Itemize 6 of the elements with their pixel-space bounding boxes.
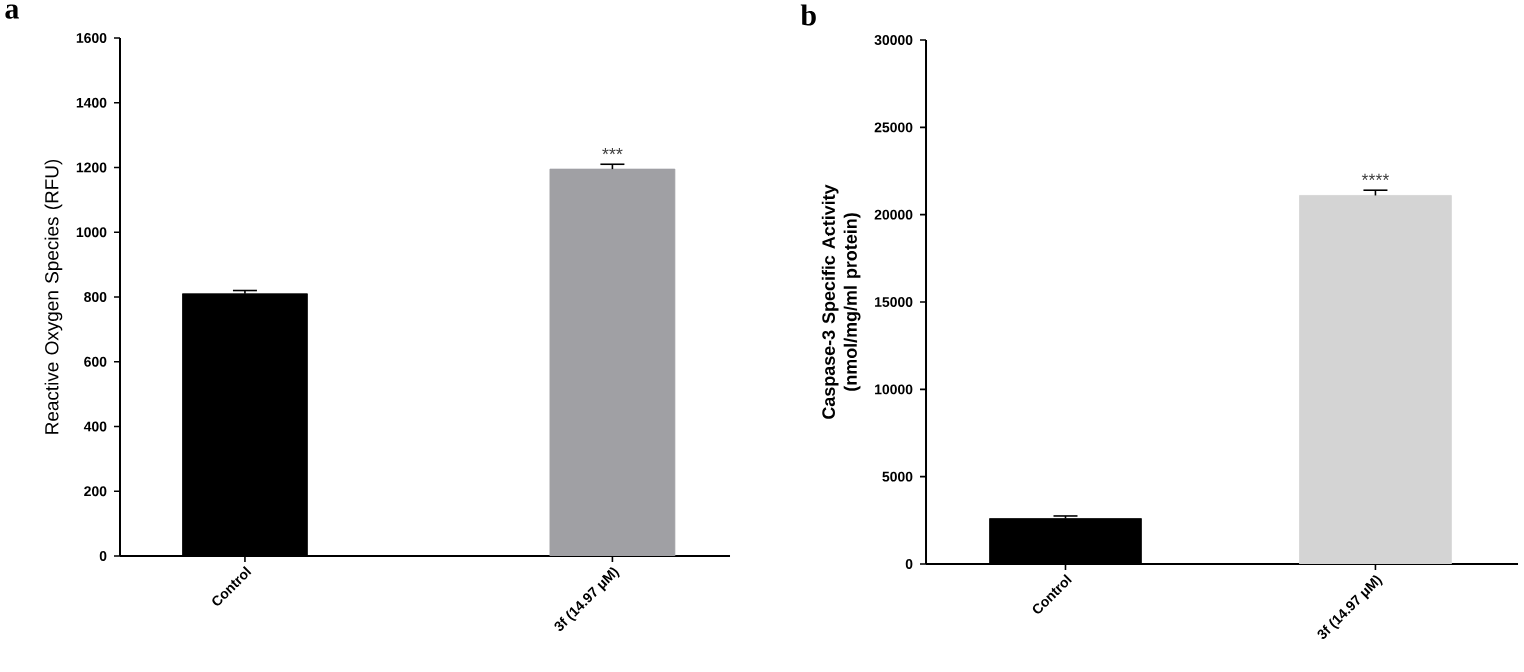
annotation: *** [602, 147, 623, 155]
chart-title: b [800, 4, 816, 26]
y-axis-title: Caspase-3 Specific Activity (nmol/mg/ml protein) [821, 184, 861, 419]
annotation: **** [1361, 173, 1390, 181]
chart-title: a [5, 4, 19, 19]
y-axis-title: Reactive Oxygen Species (RFU) [44, 159, 63, 434]
